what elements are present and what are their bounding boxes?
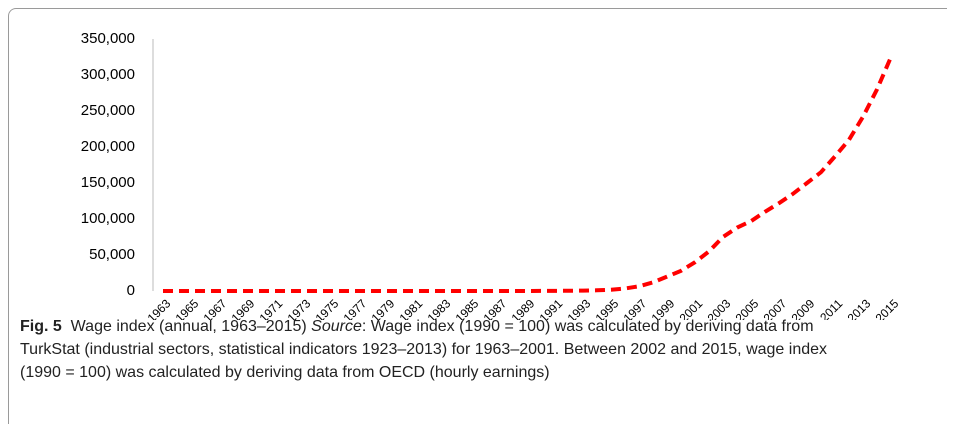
chart: 0 50,000 100,000 150,000 200,000 250,000 300,0… xyxy=(81,30,902,320)
figure-label: Fig. 5 xyxy=(20,318,62,335)
source-label: Source xyxy=(311,318,362,335)
y-tick-label: 250,000 xyxy=(81,102,135,119)
y-tick-label: 350,000 xyxy=(81,30,135,47)
figure-frame xyxy=(8,8,947,424)
y-tick-label: 50,000 xyxy=(89,246,135,263)
data-line xyxy=(163,56,893,293)
x-tick-label: 2015 xyxy=(873,296,902,320)
figure-title: Wage index (annual, 1963–2015) xyxy=(70,318,307,335)
y-tick-label: 0 xyxy=(127,282,135,299)
source-text: : Wage index (1990 = 100) was calculated… xyxy=(20,318,828,381)
y-tick-label: 300,000 xyxy=(81,66,135,83)
y-tick-label: 200,000 xyxy=(81,138,135,155)
caption: Fig. 5 Wage index (annual, 1963–2015) So… xyxy=(20,315,850,384)
y-tick-label: 150,000 xyxy=(81,174,135,191)
y-tick-label: 100,000 xyxy=(81,210,135,227)
